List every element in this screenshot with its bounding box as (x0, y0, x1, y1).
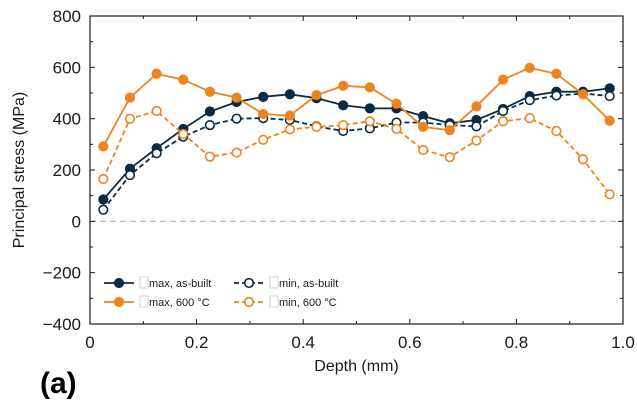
data-point (577, 154, 589, 165)
legend-swatch-marker (243, 296, 255, 308)
data-point (231, 147, 242, 158)
data-point (364, 82, 375, 93)
data-point (231, 92, 242, 103)
data-point (98, 173, 109, 185)
data-point (444, 125, 455, 136)
legend-swatch-marker (113, 296, 125, 308)
data-point (364, 103, 375, 114)
data-point (284, 89, 295, 100)
y-tick-label: 600 (53, 58, 81, 77)
data-point (98, 141, 109, 152)
data-point (204, 119, 216, 131)
legend-entry: min, as-built (234, 276, 338, 290)
data-point (604, 189, 615, 200)
y-axis-title: Principal stress (MPa) (11, 92, 28, 248)
legend-swatch-marker (113, 277, 125, 289)
data-point (311, 121, 322, 132)
data-point (524, 95, 535, 106)
y-tick-label: −400 (43, 315, 81, 334)
x-tick-label: 0.2 (185, 333, 209, 352)
data-point (178, 128, 189, 140)
data-point (604, 115, 615, 126)
panel-label: (a) (40, 367, 77, 400)
data-point (151, 148, 162, 159)
data-point (124, 170, 136, 181)
data-point (497, 105, 509, 117)
data-point (258, 134, 269, 145)
legend-swatch-marker (243, 277, 255, 289)
data-point (471, 121, 482, 132)
data-point (524, 113, 535, 124)
x-tick-label: 0 (85, 333, 94, 352)
legend-label: max, as-built (149, 278, 211, 290)
series-2 (98, 62, 615, 152)
data-point (444, 152, 455, 163)
legend-symbol-box (139, 276, 149, 289)
data-point (204, 86, 216, 97)
x-axis-title: Depth (mm) (314, 358, 398, 375)
x-tick-label: 0.6 (398, 333, 422, 352)
y-tick-label: 400 (53, 110, 81, 129)
data-point (151, 105, 162, 117)
series-line (102, 109, 611, 195)
data-point (284, 110, 295, 121)
data-point (551, 68, 562, 79)
series-line (102, 87, 610, 201)
data-point (418, 121, 429, 132)
data-point (231, 113, 242, 124)
y-tick-label: −200 (43, 264, 81, 283)
legend-label: max, 600 °C (149, 297, 210, 309)
y-tick-label: 0 (72, 212, 81, 231)
data-point (178, 74, 189, 85)
data-point (391, 123, 402, 135)
data-point (258, 91, 269, 102)
data-point (471, 135, 482, 146)
data-point (98, 194, 109, 205)
data-point (124, 92, 136, 103)
y-tick-label: 200 (53, 161, 81, 180)
data-point (391, 98, 402, 109)
data-point (524, 62, 535, 73)
legend-symbol-box (269, 276, 279, 289)
x-tick-label: 1.0 (611, 333, 635, 352)
data-point (311, 89, 322, 101)
data-point (284, 124, 295, 135)
data-point (98, 204, 109, 215)
x-tick-label: 0.4 (291, 333, 315, 352)
series-0 (98, 83, 615, 205)
data-point (471, 101, 482, 112)
series-line (102, 92, 610, 211)
legend-entry: max, 600 °C (104, 295, 210, 309)
data-point (338, 100, 349, 111)
legend-symbol-box (139, 295, 149, 308)
data-point (604, 90, 615, 102)
data-point (124, 113, 136, 124)
data-point (204, 151, 216, 162)
x-tick-label: 0.8 (505, 333, 529, 352)
legend-entry: min, 600 °C (234, 295, 337, 309)
data-point (258, 108, 269, 120)
series-1 (98, 88, 615, 215)
data-point (338, 119, 349, 131)
legend-label: min, as-built (279, 278, 338, 290)
legend-label: min, 600 °C (279, 297, 337, 309)
data-point (151, 68, 162, 79)
y-tick-label: 800 (53, 7, 81, 26)
data-point (497, 74, 509, 85)
data-point (551, 125, 562, 137)
legend: max, as-built max, 600 °C min, as-built min… (104, 276, 338, 309)
data-point (418, 144, 429, 156)
data-point (551, 90, 562, 101)
data-point (364, 116, 375, 127)
data-point (204, 106, 216, 117)
data-point (497, 116, 509, 127)
data-point (338, 80, 349, 91)
data-point (577, 89, 589, 100)
legend-symbol-box (269, 295, 279, 308)
legend-entry: max, as-built (104, 276, 211, 290)
series-3 (98, 105, 615, 200)
